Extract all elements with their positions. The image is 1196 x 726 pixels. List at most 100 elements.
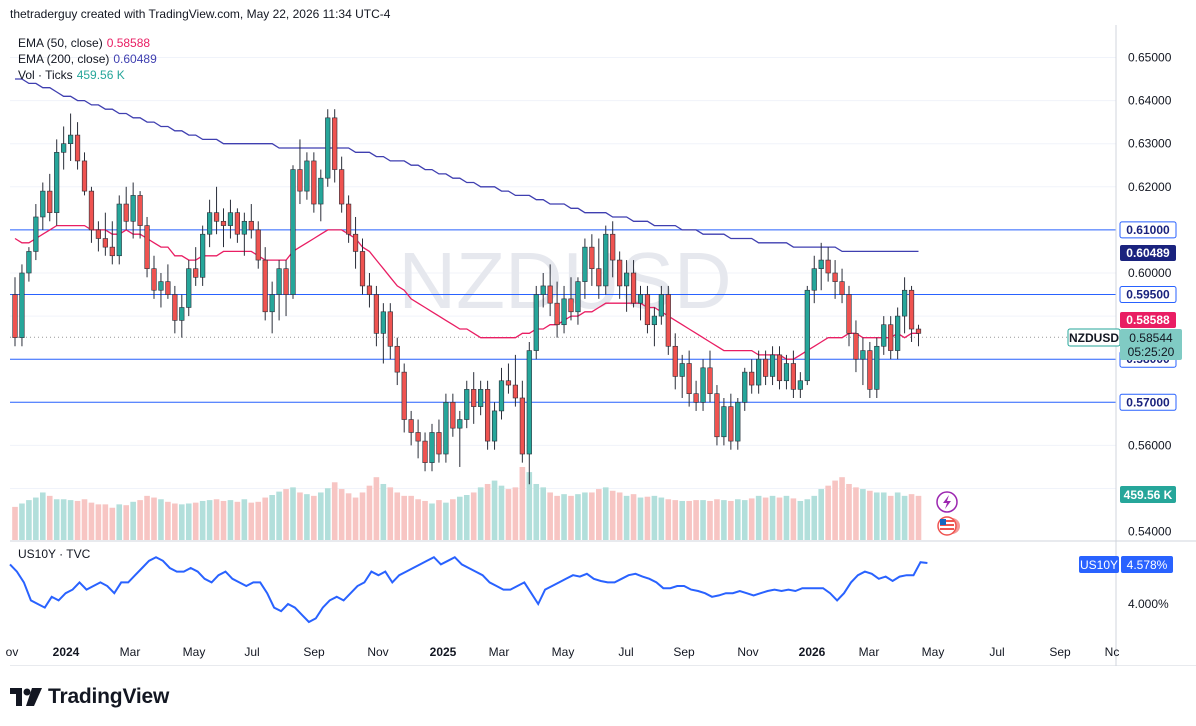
- candle[interactable]: [269, 281, 275, 334]
- candle[interactable]: [721, 397, 727, 446]
- candle[interactable]: [311, 152, 317, 213]
- candle[interactable]: [339, 156, 345, 213]
- candle[interactable]: [255, 221, 261, 269]
- candle[interactable]: [40, 182, 46, 230]
- candle[interactable]: [888, 316, 894, 360]
- candle[interactable]: [484, 380, 491, 450]
- candle[interactable]: [714, 385, 720, 446]
- candle[interactable]: [366, 273, 373, 308]
- candle[interactable]: [519, 380, 525, 463]
- horizontal-levels[interactable]: [10, 229, 1116, 403]
- candle[interactable]: [756, 350, 762, 394]
- chart-frame[interactable]: NZDUSD 0.65000 0.64000 0.63000 0.62000 0.600…: [0, 25, 1196, 666]
- candle[interactable]: [165, 264, 171, 299]
- candle[interactable]: [797, 372, 803, 398]
- candle[interactable]: [749, 359, 755, 394]
- candle[interactable]: [297, 139, 303, 205]
- candle[interactable]: [735, 397, 741, 450]
- candle[interactable]: [617, 251, 623, 299]
- candle[interactable]: [471, 372, 477, 424]
- candle[interactable]: [186, 260, 192, 317]
- candle[interactable]: [651, 307, 657, 347]
- candle[interactable]: [478, 380, 484, 416]
- candle[interactable]: [811, 255, 817, 304]
- candle[interactable]: [387, 303, 393, 360]
- candle[interactable]: [464, 380, 470, 429]
- candle[interactable]: [54, 139, 60, 226]
- candle[interactable]: [26, 247, 32, 282]
- candle[interactable]: [776, 346, 783, 390]
- candle[interactable]: [644, 285, 651, 334]
- candle[interactable]: [144, 216, 150, 278]
- candle[interactable]: [818, 242, 824, 291]
- candle[interactable]: [874, 337, 880, 398]
- candle[interactable]: [200, 225, 206, 286]
- candle[interactable]: [408, 410, 414, 446]
- candle[interactable]: [630, 260, 637, 308]
- candle[interactable]: [526, 341, 532, 485]
- candle[interactable]: [603, 225, 609, 295]
- candle[interactable]: [505, 363, 512, 394]
- candle[interactable]: [623, 260, 630, 312]
- candle[interactable]: [102, 212, 108, 256]
- candle[interactable]: [783, 354, 790, 390]
- candle[interactable]: [68, 113, 74, 161]
- candle[interactable]: [95, 221, 101, 252]
- candle[interactable]: [700, 359, 706, 411]
- candle[interactable]: [658, 285, 664, 325]
- candle[interactable]: [207, 199, 213, 248]
- candle[interactable]: [401, 363, 407, 433]
- candle[interactable]: [172, 285, 178, 334]
- candle[interactable]: [443, 393, 449, 463]
- candle[interactable]: [276, 260, 282, 321]
- candle[interactable]: [241, 212, 247, 256]
- candle[interactable]: [679, 354, 685, 398]
- candle[interactable]: [359, 238, 366, 295]
- candle[interactable]: [707, 350, 713, 403]
- candle[interactable]: [596, 238, 602, 299]
- candle[interactable]: [422, 432, 428, 472]
- candle[interactable]: [561, 285, 567, 334]
- candle[interactable]: [686, 350, 692, 407]
- candle[interactable]: [582, 238, 588, 299]
- candle[interactable]: [637, 285, 644, 321]
- candle[interactable]: [693, 380, 699, 411]
- candle[interactable]: [415, 419, 421, 459]
- candle[interactable]: [234, 208, 241, 243]
- candle[interactable]: [332, 109, 338, 183]
- candle[interactable]: [436, 419, 442, 463]
- us-flag-event-icon[interactable]: [937, 516, 960, 536]
- candle[interactable]: [193, 247, 199, 286]
- candle[interactable]: [610, 221, 616, 278]
- candle[interactable]: [895, 307, 901, 360]
- candle[interactable]: [457, 410, 463, 467]
- candle[interactable]: [220, 208, 227, 248]
- candle[interactable]: [846, 285, 852, 347]
- candle[interactable]: [130, 182, 136, 239]
- ema200-legend-row[interactable]: EMA (200, close) 0.60489: [18, 51, 157, 67]
- candle[interactable]: [769, 346, 776, 386]
- candle[interactable]: [290, 165, 296, 299]
- candle[interactable]: [867, 341, 873, 398]
- candle[interactable]: [345, 195, 352, 243]
- candle[interactable]: [325, 109, 331, 187]
- candle[interactable]: [88, 186, 95, 243]
- candle[interactable]: [248, 204, 254, 239]
- candle[interactable]: [915, 324, 922, 347]
- candle[interactable]: [491, 402, 498, 450]
- candle[interactable]: [373, 285, 380, 347]
- candle[interactable]: [429, 423, 435, 472]
- candle[interactable]: [380, 303, 386, 364]
- candle[interactable]: [47, 173, 53, 222]
- candle[interactable]: [589, 234, 595, 286]
- candle[interactable]: [533, 285, 539, 360]
- candle[interactable]: [832, 260, 838, 299]
- candle[interactable]: [860, 337, 866, 386]
- candle[interactable]: [804, 285, 810, 386]
- candle[interactable]: [790, 350, 796, 398]
- ema50-legend-row[interactable]: EMA (50, close) 0.58588: [18, 35, 157, 51]
- candle[interactable]: [151, 255, 157, 299]
- candle[interactable]: [512, 354, 518, 407]
- price-axis[interactable]: 0.65000 0.64000 0.63000 0.62000 0.60000 0.560…: [1128, 51, 1172, 539]
- candle[interactable]: [394, 337, 400, 386]
